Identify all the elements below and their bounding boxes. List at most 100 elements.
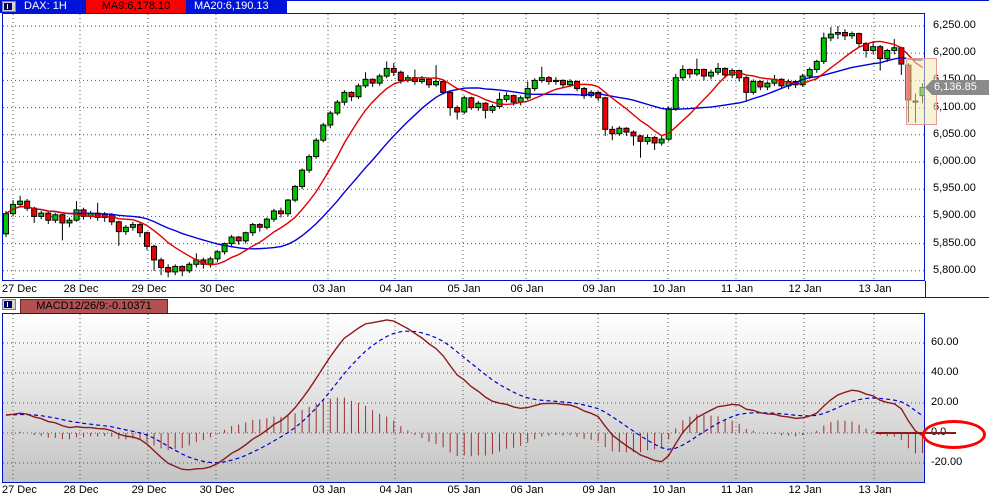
macd-tick-label: 20.00 (931, 396, 959, 408)
date-label: 06 Jan (510, 283, 544, 295)
candle-down (863, 42, 870, 51)
separator-line (0, 297, 989, 298)
date-label: 13 Jan (858, 484, 892, 495)
candle-up (334, 101, 341, 114)
date-label: 13 Jan (858, 283, 892, 295)
candle-up (3, 213, 9, 235)
candle-down (390, 67, 397, 73)
candle-up (285, 199, 291, 215)
candle-up (186, 263, 193, 272)
ma20-value-label: MA20:6,190.13 (194, 0, 269, 12)
date-label: 06 Jan (510, 484, 544, 495)
date-label: 29 Dec (131, 484, 167, 495)
axis-border-stub (925, 281, 926, 298)
date-label: 03 Jan (312, 484, 346, 495)
candle-up (249, 224, 256, 234)
candle-down (440, 80, 447, 93)
candle-up (806, 69, 813, 77)
candle-up (376, 75, 383, 84)
ma9-value-badge[interactable]: MA9:6,178.10 (86, 0, 186, 13)
macd-panel-icon[interactable] (2, 299, 16, 310)
macd-indicator-badge[interactable]: MACD12/26/9:-0.10371 (20, 299, 168, 314)
candle-up (567, 80, 573, 86)
candle-up (207, 258, 214, 265)
macd-line (5, 319, 923, 471)
price-tick-label: 6,200.00 (933, 46, 976, 59)
macd-panel-icon-glyph (4, 301, 12, 308)
macd-tick-label: 40.00 (931, 366, 959, 378)
price-tick-label: 5,950.00 (933, 182, 976, 195)
candle-up (263, 218, 270, 228)
candle-down (277, 210, 284, 215)
candle-down (447, 91, 454, 109)
candle-up (341, 91, 348, 103)
candle-down (179, 265, 186, 272)
candle-up (750, 80, 757, 93)
symbol-timeframe-label: DAX: 1H (24, 0, 67, 12)
candle-up (849, 33, 855, 37)
candle-up (503, 95, 510, 100)
candle-down (510, 95, 517, 103)
candle-down (256, 224, 263, 228)
candle-down (559, 79, 566, 86)
candle-down (482, 102, 489, 111)
candle-up (320, 124, 327, 141)
candle-up (433, 80, 440, 86)
candle-up (172, 265, 179, 273)
candle-up (708, 71, 714, 77)
candle-down (151, 245, 158, 261)
date-label: 03 Jan (312, 283, 346, 295)
candle-down (545, 77, 552, 82)
candle-up (764, 82, 771, 88)
candle-up (693, 69, 700, 75)
candle-up (17, 200, 24, 205)
macd-tick-label: 60.00 (931, 336, 959, 348)
candle-up (313, 139, 320, 158)
price-chart-canvas[interactable] (3, 14, 926, 280)
candle-down (736, 70, 743, 79)
candle-down (144, 232, 150, 247)
zero-annotation-ellipse (922, 420, 986, 449)
macd-chart-canvas[interactable] (3, 314, 924, 482)
candle-down (115, 221, 122, 233)
candle-down (623, 127, 630, 133)
candle-down (602, 97, 609, 130)
date-label: 11 Jan (720, 484, 754, 495)
price-chart-panel[interactable] (2, 13, 926, 281)
candle-up (475, 102, 482, 109)
candle-down (235, 236, 242, 242)
candle-up (362, 78, 369, 87)
price-tick-label: 5,800.00 (933, 263, 976, 276)
candle-down (757, 80, 764, 88)
candle-down (108, 214, 115, 223)
candle-down (778, 78, 785, 87)
macd-panel-icon-bar (7, 302, 8, 307)
price-tick-label: 6,050.00 (933, 127, 976, 140)
chart-title-bar: DAX: 1H MA9:6,178.10 MA20:6,190.13 (0, 0, 287, 13)
date-label: 29 Dec (131, 283, 167, 295)
candle-up (489, 106, 496, 111)
candle-down (700, 69, 707, 77)
candle-down (637, 135, 644, 142)
candle-up (461, 97, 468, 113)
candle-down (856, 33, 863, 44)
date-label: 09 Jan (582, 283, 616, 295)
date-label: 11 Jan (720, 283, 754, 295)
date-label: 05 Jan (447, 283, 481, 295)
macd-tick-label: -20.00 (931, 456, 963, 468)
top-border-line (0, 0, 989, 1)
chart-panel-icon[interactable] (2, 1, 16, 12)
candle-down (743, 77, 750, 93)
candle-down (686, 69, 693, 75)
signal-line (5, 330, 923, 464)
date-label: 30 Dec (199, 283, 235, 295)
price-tick-label: 6,000.00 (933, 155, 976, 167)
candle-down (158, 259, 165, 269)
candle-up (418, 78, 425, 82)
candle-up (270, 210, 277, 220)
candle-down (609, 128, 616, 135)
macd-chart-panel[interactable] (2, 313, 925, 483)
candle-up (355, 85, 362, 98)
candle-up (538, 77, 545, 81)
